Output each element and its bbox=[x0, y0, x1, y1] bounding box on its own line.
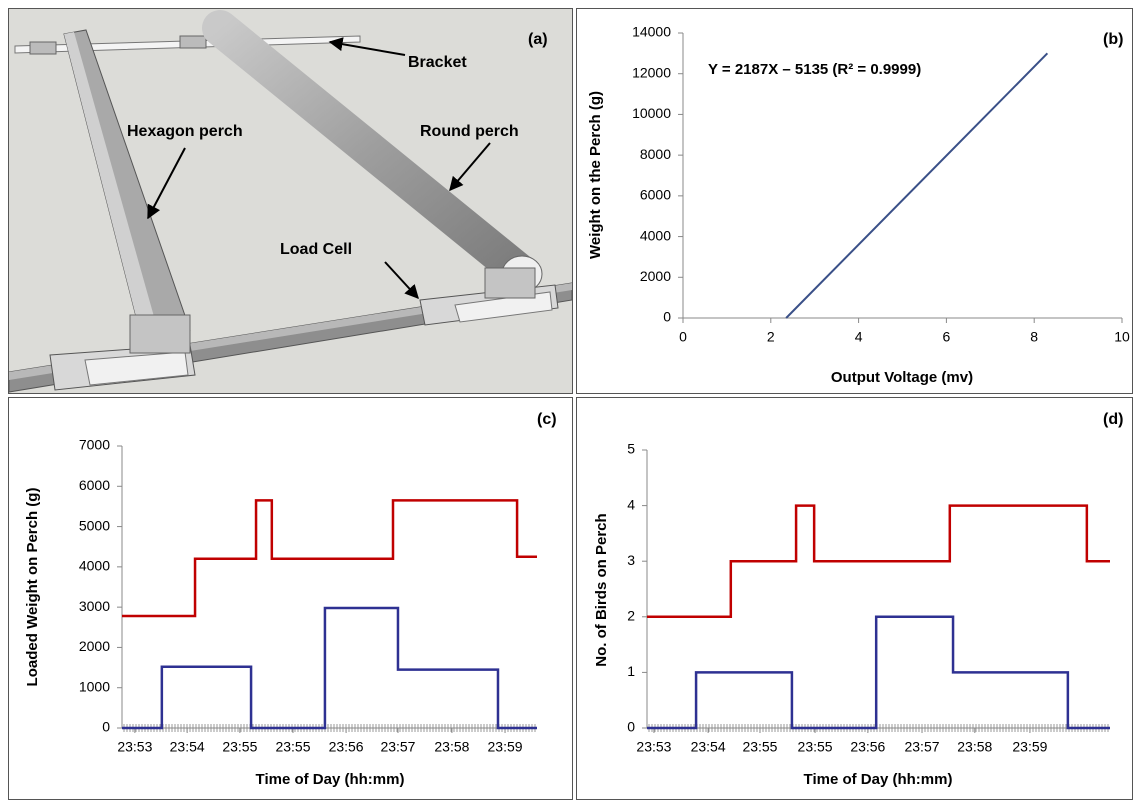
y-tick-label: 4 bbox=[627, 496, 635, 512]
part-label: Load Cell bbox=[280, 241, 352, 258]
x-tick-label: 23:54 bbox=[170, 739, 205, 755]
y-tick-label: 7000 bbox=[79, 437, 110, 453]
x-tick-label: 23:59 bbox=[488, 739, 523, 755]
y-tick-label: 5 bbox=[627, 441, 635, 457]
y-tick-label: 0 bbox=[627, 719, 635, 735]
x-tick-label: 23:55 bbox=[275, 739, 310, 755]
x-tick-label: 2 bbox=[767, 329, 775, 345]
y-tick-label: 5000 bbox=[79, 517, 110, 533]
part-label: Bracket bbox=[408, 54, 467, 71]
x-tick-label: 23:58 bbox=[957, 739, 992, 755]
panel-label: (b) bbox=[1103, 31, 1123, 48]
x-tick-label: 0 bbox=[679, 329, 687, 345]
x-axis-title: Time of Day (hh:mm) bbox=[256, 771, 405, 788]
y-tick-label: 14000 bbox=[632, 24, 671, 40]
x-tick-label: 23:59 bbox=[1012, 739, 1047, 755]
y-tick-label: 6000 bbox=[640, 187, 671, 203]
x-tick-label: 23:56 bbox=[329, 739, 364, 755]
y-tick-label: 3 bbox=[627, 552, 635, 568]
y-tick-label: 12000 bbox=[632, 64, 671, 80]
part-label: Round perch bbox=[420, 123, 519, 140]
y-axis-title: Weight on the Perch (g) bbox=[587, 91, 604, 259]
x-tick-label: 4 bbox=[855, 329, 863, 345]
panel-label: (d) bbox=[1103, 411, 1123, 428]
y-tick-label: 2000 bbox=[79, 638, 110, 654]
x-tick-label: 10 bbox=[1114, 329, 1130, 345]
x-tick-label: 23:58 bbox=[434, 739, 469, 755]
figure: (a) Bracket Hexagon perch Round perch Lo… bbox=[0, 0, 1135, 800]
y-tick-label: 0 bbox=[102, 719, 110, 735]
x-tick-label: 23:57 bbox=[904, 739, 939, 755]
annotation: Y = 2187X – 5135 (R² = 0.9999) bbox=[708, 61, 921, 78]
x-tick-label: 23:54 bbox=[691, 739, 726, 755]
y-tick-label: 10000 bbox=[632, 105, 671, 121]
panel-label: (a) bbox=[528, 31, 548, 48]
x-tick-label: 23:57 bbox=[380, 739, 415, 755]
x-tick-label: 23:55 bbox=[798, 739, 833, 755]
panel-label: (c) bbox=[537, 411, 557, 428]
x-tick-label: 23:56 bbox=[850, 739, 885, 755]
y-tick-label: 8000 bbox=[640, 146, 671, 162]
y-axis-title: Loaded Weight on Perch (g) bbox=[24, 488, 41, 687]
y-tick-label: 4000 bbox=[79, 558, 110, 574]
x-axis-title: Time of Day (hh:mm) bbox=[804, 771, 953, 788]
x-tick-label: 23:53 bbox=[117, 739, 152, 755]
y-tick-label: 2000 bbox=[640, 268, 671, 284]
x-tick-label: 23:55 bbox=[222, 739, 257, 755]
y-axis-title: No. of Birds on Perch bbox=[593, 513, 610, 666]
y-tick-label: 3000 bbox=[79, 598, 110, 614]
x-tick-label: 6 bbox=[943, 329, 951, 345]
x-axis-title: Output Voltage (mv) bbox=[831, 369, 973, 386]
x-tick-label: 8 bbox=[1030, 329, 1038, 345]
x-tick-label: 23:55 bbox=[742, 739, 777, 755]
y-tick-label: 0 bbox=[663, 309, 671, 325]
y-tick-label: 1 bbox=[627, 663, 635, 679]
part-label: Hexagon perch bbox=[127, 123, 243, 140]
x-tick-label: 23:53 bbox=[636, 739, 671, 755]
y-tick-label: 1000 bbox=[79, 678, 110, 694]
y-tick-label: 2 bbox=[627, 608, 635, 624]
y-tick-label: 6000 bbox=[79, 477, 110, 493]
y-tick-label: 4000 bbox=[640, 227, 671, 243]
